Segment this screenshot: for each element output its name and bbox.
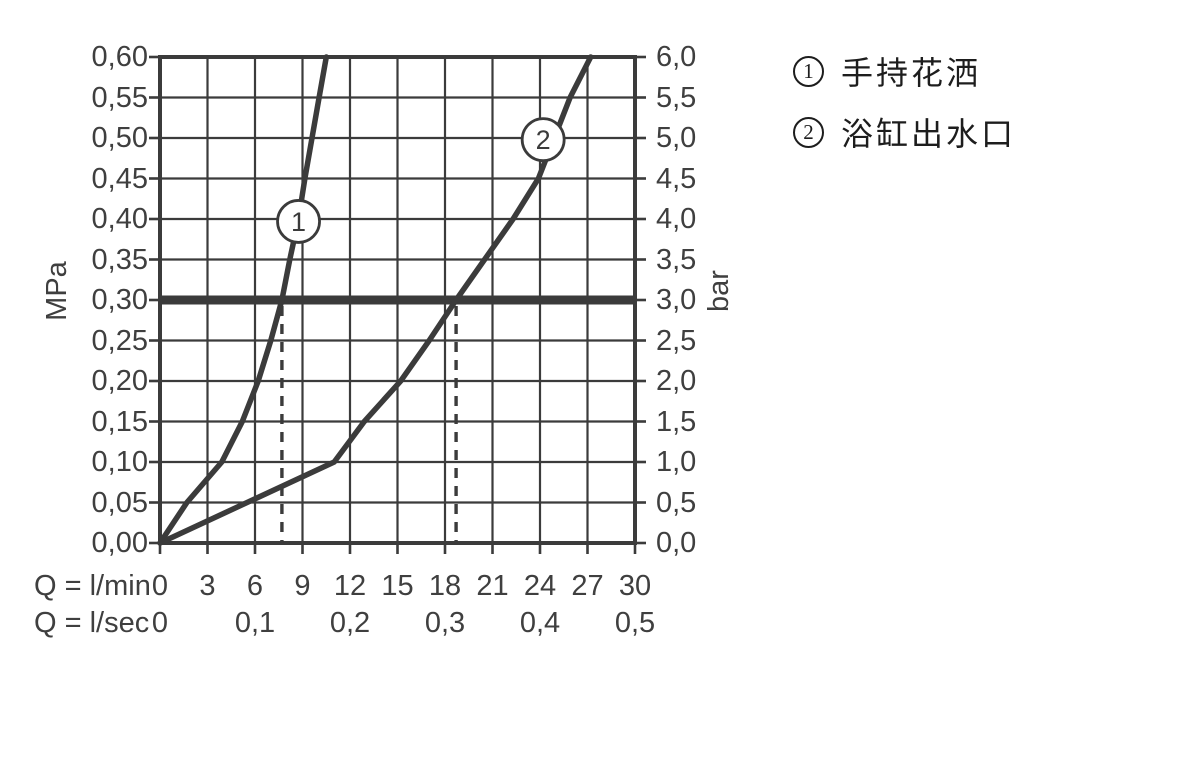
x-lsec-tick-label: 0,2 [329, 607, 371, 639]
y-right-tick-label: 0,0 [656, 527, 697, 559]
curve-badge-1-circle [276, 199, 321, 244]
x-lsec-tick-label: 0,3 [424, 607, 466, 639]
y-left-tick-label: 0,20 [91, 365, 148, 397]
y-right-tick-label: 4,5 [656, 162, 697, 195]
y-right-tick-label: 5,0 [656, 122, 697, 154]
x-lmin-tick-label: 0 [151, 570, 169, 602]
y-left-tick-label: 0,05 [91, 486, 148, 519]
y-right-tick-label: 1,0 [656, 446, 697, 478]
x-lmin-tick-label: 21 [476, 570, 509, 602]
y-right-tick-label: 2,5 [656, 324, 697, 357]
x-lmin-tick-label: 18 [428, 570, 462, 602]
legend-item-2: 2 浴缸出水口 [793, 109, 1016, 155]
y-right-tick-label: 5,5 [656, 81, 697, 114]
x-lsec-tick-label: 0,1 [234, 607, 276, 639]
legend-label-1: 手持花洒 [841, 55, 982, 91]
legend-label-2: 浴缸出水口 [841, 116, 1017, 152]
y-left-tick-label: 0,60 [91, 41, 148, 73]
x-lmin-tick-label: 3 [199, 570, 216, 602]
legend-badge-2-icon: 2 [793, 116, 824, 148]
y-left-tick-label: 0,00 [91, 527, 148, 559]
y-right-tick-label: 0,5 [656, 486, 697, 519]
y-left-tick-label: 0,15 [91, 405, 148, 438]
y-left-tick-label: 0,40 [91, 203, 148, 235]
y-right-tick-label: 2,0 [656, 365, 697, 397]
y-right-tick-label: 3,0 [656, 284, 697, 316]
y-left-tick-label: 0,50 [91, 122, 148, 154]
x-lsec-tick-label: 0 [151, 607, 169, 639]
y-right-axis-unit: bar [703, 270, 735, 312]
x-lsec-tick-label: 0,4 [519, 607, 561, 639]
x-lmin-tick-label: 30 [618, 570, 652, 602]
legend: 1 手持花洒 2 浴缸出水口 [793, 48, 1016, 170]
y-left-tick-label: 0,55 [91, 81, 148, 114]
y-left-tick-label: 0,35 [91, 243, 148, 276]
x-lmin-tick-label: 15 [381, 570, 414, 602]
x-lmin-tick-label: 27 [571, 570, 604, 602]
curve-1 [157, 54, 330, 546]
legend-badge-1-icon: 1 [793, 55, 824, 87]
x-lsec-tick-label: 0,5 [614, 607, 656, 639]
x-axis-label-lsec: Q = l/sec [34, 607, 150, 639]
y-right-tick-label: 4,0 [656, 203, 697, 235]
y-left-tick-label: 0,45 [91, 162, 148, 195]
curve-badge-2-circle [520, 117, 566, 163]
x-axis-label-lmin: Q = l/min [34, 570, 151, 602]
x-lmin-tick-label: 12 [333, 570, 367, 602]
y-right-tick-label: 6,0 [656, 41, 697, 73]
x-lmin-tick-label: 9 [294, 570, 311, 602]
y-left-tick-label: 0,30 [91, 284, 148, 316]
y-left-tick-label: 0,25 [91, 324, 148, 357]
y-right-tick-label: 3,5 [656, 243, 697, 276]
x-lmin-tick-label: 6 [246, 570, 264, 602]
y-left-tick-label: 0,10 [91, 446, 148, 478]
y-left-axis-unit: MPa [41, 261, 73, 321]
x-lmin-tick-label: 24 [523, 570, 557, 602]
curve-badge-2-number: 2 [536, 125, 551, 155]
y-right-tick-label: 1,5 [656, 405, 697, 438]
curve-badge-1-number: 1 [291, 207, 306, 237]
legend-item-1: 1 手持花洒 [793, 48, 1016, 94]
